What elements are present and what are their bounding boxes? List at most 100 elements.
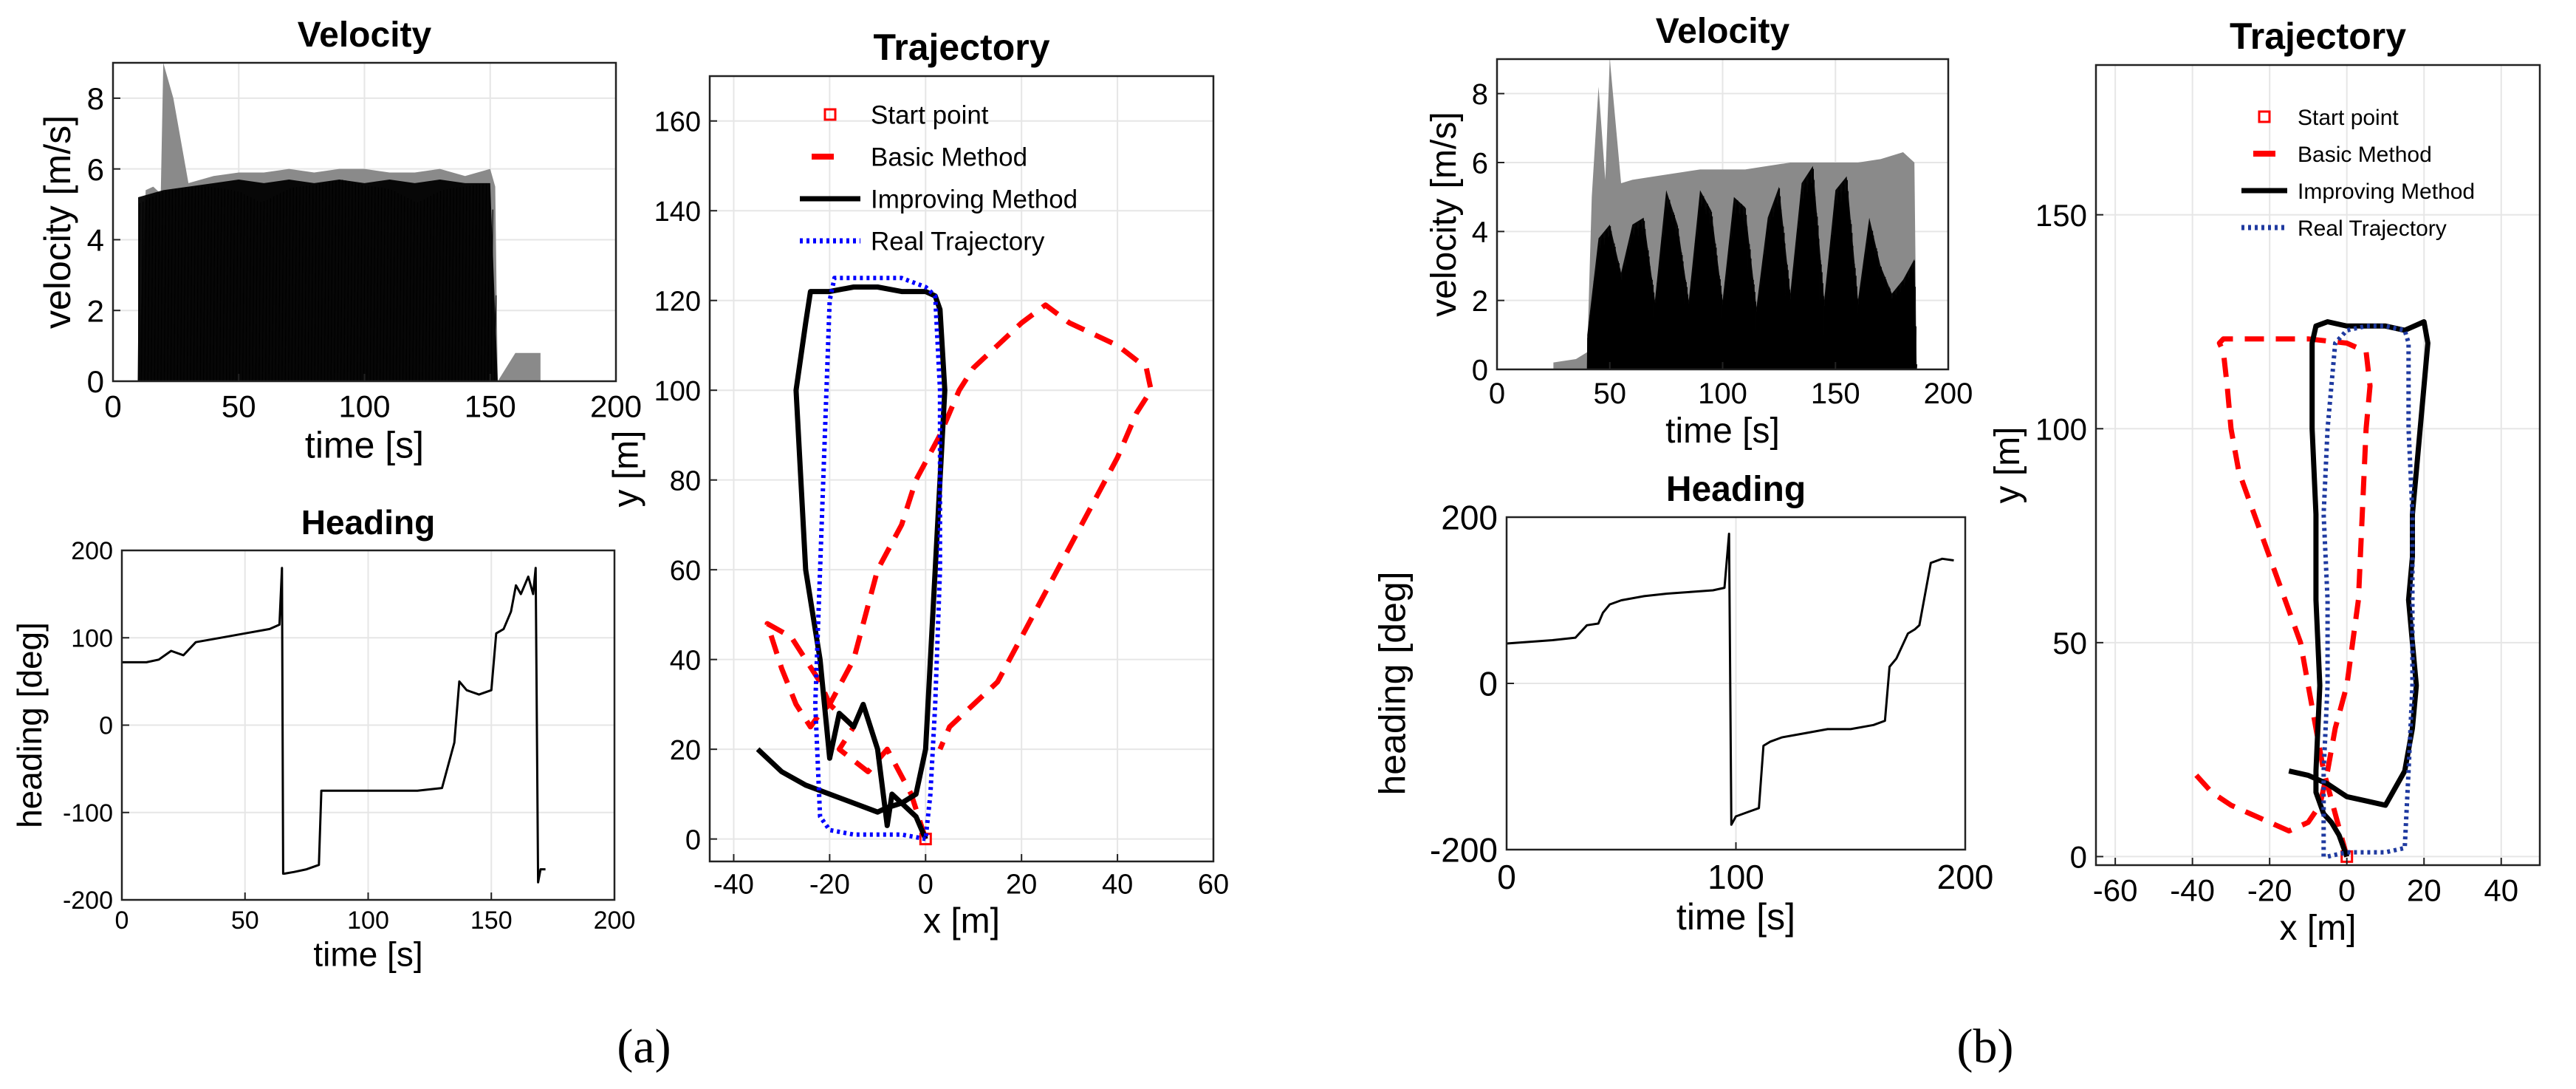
tick-labels: -40 -20 0 20 40 60 0 20 40 60 80 100 120 140 160 [654, 106, 1230, 900]
y-tick-label: 0 [685, 825, 701, 856]
y-tick-label: 120 [654, 286, 701, 317]
legend-marker-start-point [2258, 110, 2271, 123]
x-tick-label: 200 [1937, 858, 1994, 896]
data-layer [1507, 533, 1954, 826]
y-tick-label: 0 [87, 364, 104, 399]
data-layer [2190, 319, 2431, 863]
x-tick-label: 0 [1489, 378, 1505, 410]
x-tick-label: -60 [2093, 873, 2138, 907]
x-tick-label: 150 [465, 389, 516, 423]
y-axis-label: y [m] [607, 431, 646, 508]
series-real-trajectory-line [812, 276, 942, 842]
x-axis-label: time [s] [1676, 896, 1795, 938]
data-layer [137, 63, 541, 381]
y-tick-label: 6 [1472, 147, 1488, 180]
y-tick-label: 80 [670, 465, 701, 496]
x-tick-label: 50 [222, 389, 256, 423]
x-tick-label: -40 [2170, 873, 2215, 907]
tick-labels: -60 -40 -20 0 20 40 0 50 100 150 [2035, 198, 2518, 907]
x-tick-label: 150 [470, 907, 513, 935]
y-axis-label: y [m] [1988, 427, 2027, 504]
y-tick-label: 140 [654, 197, 701, 228]
series-velocity-black-oscillation-signal [137, 180, 497, 381]
x-tick-label: 50 [231, 907, 259, 935]
x-axis-label: time [s] [313, 935, 422, 974]
x-tick-label: 0 [918, 870, 934, 901]
gridlines [2096, 65, 2540, 865]
chart-title: Heading [301, 503, 435, 542]
legend-label-start-point: Start point [2298, 106, 2399, 130]
x-tick-label: 150 [1811, 378, 1860, 410]
x-tick-label: 100 [347, 907, 389, 935]
legend-label-improving-method: Improving Method [871, 185, 1078, 214]
y-tick-label: 200 [71, 537, 113, 565]
x-tick-label: 200 [594, 907, 636, 935]
chart-title: Trajectory [2230, 16, 2406, 57]
chart-b-velocity: 0 50 100 150 200 0 2 4 6 8 Velocity time [s] velocit… [1425, 12, 1973, 451]
chart-a-heading: 0 50 100 150 200 -200 -100 0 100 200 Heading time [… [10, 503, 635, 974]
x-axis-label: x [m] [2280, 909, 2357, 948]
tick-labels: 0 50 100 150 200 -200 -100 0 100 200 [63, 537, 635, 935]
x-tick-label: 20 [1006, 870, 1037, 901]
subfigure-label-a: (a) [617, 1020, 671, 1073]
chart-a-velocity: 0 50 100 150 200 0 2 4 6 8 Velocity time [s] velocit… [37, 16, 642, 465]
chart-a-trajectory: -40 -20 0 20 40 60 0 20 40 60 80 100 120 140 160 Trajec… [607, 27, 1230, 941]
axes-box [708, 75, 1215, 863]
x-tick-label: 0 [104, 389, 121, 423]
x-tick-label: 0 [115, 907, 129, 935]
x-axis-label: time [s] [305, 424, 424, 465]
subfigure-label-b: (b) [1957, 1020, 2014, 1073]
legend: Start point Basic Method Improving Method R… [2241, 106, 2475, 241]
y-tick-label: 6 [87, 152, 104, 187]
series-improving-method-line [2288, 319, 2431, 858]
y-tick-label: 0 [2070, 840, 2087, 875]
x-axis-label: time [s] [1665, 412, 1780, 451]
y-tick-label: -100 [63, 799, 113, 827]
data-layer [122, 567, 546, 884]
legend-marker-start-point [823, 108, 837, 121]
y-tick-label: 60 [670, 556, 701, 587]
y-tick-label: 8 [87, 81, 104, 116]
series-basic-method-line [764, 302, 1154, 840]
x-tick-label: -20 [2247, 873, 2292, 907]
chart-title: Heading [1666, 470, 1806, 509]
y-tick-label: 2 [1472, 285, 1488, 318]
chart-b-trajectory: -60 -40 -20 0 20 40 0 50 100 150 Trajectory x [m] y … [1988, 16, 2541, 948]
legend-label-basic-method: Basic Method [871, 143, 1027, 172]
chart-title: Velocity [298, 16, 432, 55]
x-tick-label: 50 [1594, 378, 1627, 410]
x-tick-label: -20 [809, 870, 850, 901]
plot-area [710, 76, 1213, 861]
axes-box [2094, 64, 2541, 867]
x-tick-label: 20 [2407, 873, 2442, 907]
legend-label-basic-method: Basic Method [2298, 143, 2432, 167]
legend-label-real-trajectory: Real Trajectory [871, 228, 1045, 256]
series-real-trajectory-line [2321, 324, 2415, 859]
series-heading-line [1507, 533, 1954, 826]
y-tick-label: 160 [654, 106, 701, 137]
x-tick-label: 100 [1698, 378, 1747, 410]
x-tick-label: 40 [2484, 873, 2518, 907]
legend: Start point Basic Method Improving Method R… [800, 101, 1078, 256]
y-axis-label: velocity [m/s] [1425, 112, 1464, 316]
y-axis-label: velocity [m/s] [37, 115, 78, 329]
x-tick-label: -40 [713, 870, 754, 901]
x-tick-label: 100 [1707, 858, 1764, 896]
x-tick-label: 60 [1198, 870, 1229, 901]
series-improving-method-line [756, 284, 948, 840]
legend-label-improving-method: Improving Method [2298, 180, 2475, 204]
x-tick-label: 0 [1497, 858, 1516, 896]
y-tick-label: 150 [2035, 198, 2087, 233]
y-tick-label: 4 [1472, 216, 1488, 249]
y-tick-label: 2 [87, 293, 104, 328]
y-tick-label: 50 [2052, 626, 2087, 660]
y-axis-label: heading [deg] [1371, 571, 1413, 795]
y-tick-label: 20 [670, 735, 701, 766]
y-tick-label: 0 [1472, 354, 1488, 386]
chart-title: Velocity [1656, 12, 1790, 51]
legend-label-start-point: Start point [871, 101, 989, 130]
y-tick-label: 200 [1441, 499, 1498, 537]
